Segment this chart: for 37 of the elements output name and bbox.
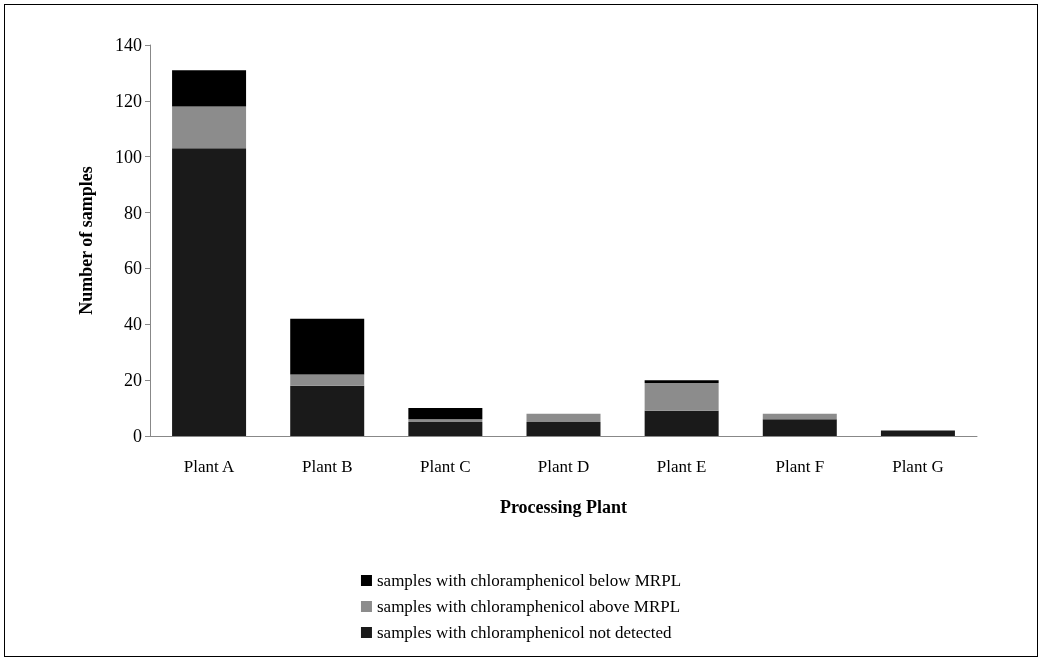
x-tick-label: Plant C bbox=[420, 457, 471, 476]
bar bbox=[408, 408, 483, 420]
x-tick-label: Plant B bbox=[301, 457, 353, 476]
x-tick-label: Plant G bbox=[892, 457, 944, 476]
bar bbox=[408, 422, 483, 436]
y-tick-label: 40 bbox=[124, 314, 142, 335]
x-tick-label: Plant F bbox=[775, 457, 825, 476]
bar bbox=[644, 382, 719, 411]
x-axis-title: Processing Plant bbox=[499, 497, 628, 517]
y-tick-label: 120 bbox=[115, 90, 142, 111]
bar bbox=[644, 380, 719, 383]
legend-label: samples with chloramphenicol below MRPL bbox=[376, 571, 682, 590]
bar bbox=[644, 410, 719, 436]
bar bbox=[762, 413, 837, 420]
x-tick-label: Plant A bbox=[183, 457, 236, 476]
y-axis-title: Number of samples bbox=[76, 166, 96, 315]
bar bbox=[880, 430, 955, 436]
bar bbox=[762, 419, 837, 436]
bar bbox=[408, 419, 483, 423]
bar bbox=[290, 318, 365, 375]
bar bbox=[172, 70, 247, 107]
bar bbox=[526, 413, 601, 423]
x-tick-label: Plant D bbox=[537, 457, 590, 476]
bar bbox=[290, 385, 365, 436]
bar bbox=[526, 422, 601, 436]
legend-label: samples with chloramphenicol not detected bbox=[376, 623, 673, 642]
y-tick-label: 140 bbox=[115, 35, 142, 55]
bar bbox=[172, 148, 247, 436]
y-tick-label: 80 bbox=[124, 202, 142, 223]
bar bbox=[290, 374, 365, 386]
legend-label: samples with chloramphenicol above MRPL bbox=[376, 597, 681, 616]
y-tick-label: 0 bbox=[133, 426, 142, 446]
y-tick-label: 100 bbox=[115, 146, 142, 167]
y-tick-label: 20 bbox=[124, 370, 142, 391]
x-tick-label: Plant E bbox=[656, 457, 707, 476]
bar bbox=[172, 106, 247, 149]
y-tick-label: 60 bbox=[124, 258, 142, 279]
